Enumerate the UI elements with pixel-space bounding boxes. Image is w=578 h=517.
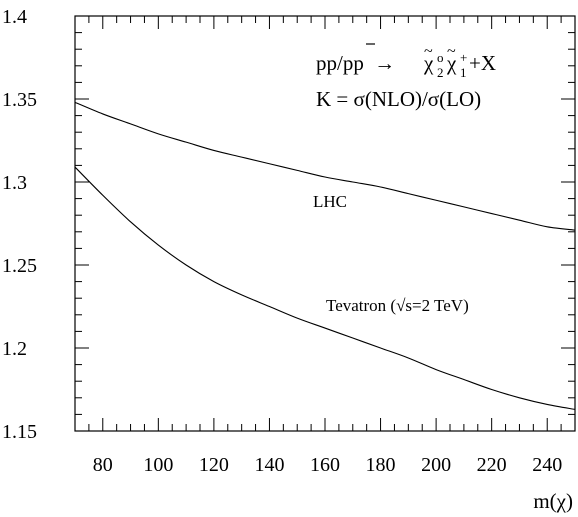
x-tick-label: 160 <box>310 454 340 476</box>
data-series <box>74 101 576 410</box>
x-axis-label: m(χ) <box>533 489 573 513</box>
tilde-2: ~ <box>447 43 456 60</box>
x-tick-label: 120 <box>199 454 229 476</box>
chi-sub-1: 2 <box>437 65 444 80</box>
y-tick-label: 1.25 <box>2 255 37 277</box>
chi-symbol-2: χ <box>446 51 457 75</box>
x-tick-label: 140 <box>254 454 284 476</box>
x-tick-label: 80 <box>93 454 113 476</box>
chi-sup-1: o <box>437 50 444 65</box>
process-arrow-text: → <box>374 51 395 75</box>
x-tick-label: 200 <box>421 454 451 476</box>
svg-text:pp/pp →: pp/pp → <box>316 51 395 75</box>
tevatron-curve <box>74 166 576 410</box>
process-main-text: pp/pp <box>316 51 364 75</box>
y-tick-label: 1.4 <box>2 6 27 28</box>
process-tail-text: +X <box>469 51 496 75</box>
plot-frame <box>74 15 576 432</box>
x-tick-label: 100 <box>143 454 173 476</box>
process-annotation: pp/pp → χ ~ o 2 χ ~ + 1 +X <box>316 43 496 80</box>
series-label-tevatron: Tevatron (√s=2 TeV) <box>326 296 469 315</box>
axis-ticks <box>74 15 576 432</box>
y-tick-label: 1.2 <box>2 338 27 360</box>
x-tick-label: 240 <box>532 454 562 476</box>
y-tick-label: 1.3 <box>2 172 27 194</box>
ratio-annotation: K = σ(NLO)/σ(LO) <box>316 87 481 111</box>
x-tick-label: 180 <box>366 454 396 476</box>
tilde-1: ~ <box>424 43 433 60</box>
chi-sub-2: 1 <box>460 65 467 80</box>
y-tick-label: 1.35 <box>2 89 37 111</box>
x-tick-label: 220 <box>477 454 507 476</box>
axis-tick-labels: 80 100 120 140 160 180 200 220 240 1.15 1.2 1.25 1.3… <box>2 6 562 476</box>
chi-sup-2: + <box>460 50 467 65</box>
y-tick-label: 1.15 <box>2 421 37 443</box>
lhc-curve <box>74 101 576 231</box>
series-label-lhc: LHC <box>313 192 347 211</box>
chi-symbol-1: χ <box>423 51 434 75</box>
